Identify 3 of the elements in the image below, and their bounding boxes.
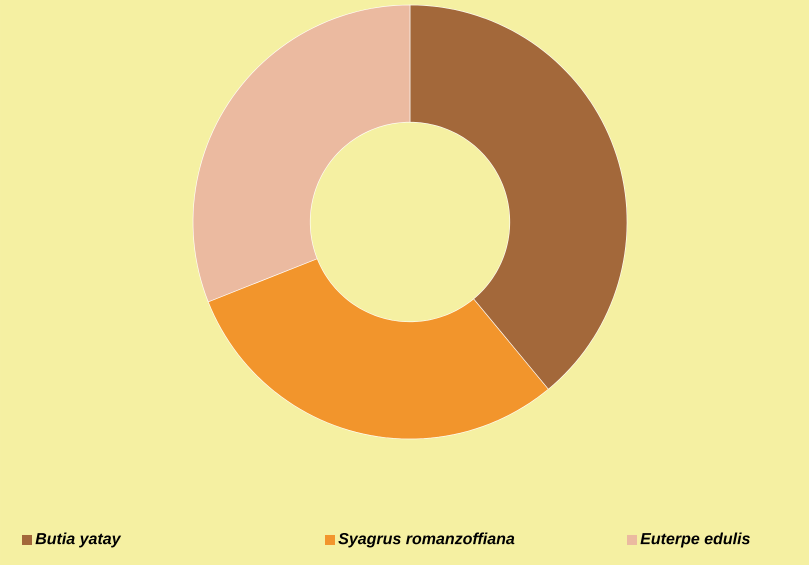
legend-label: Butia yatay: [35, 532, 122, 548]
legend-label: Euterpe edulis: [640, 532, 750, 548]
legend-label: Syagrus romanzoffiana: [338, 532, 514, 548]
